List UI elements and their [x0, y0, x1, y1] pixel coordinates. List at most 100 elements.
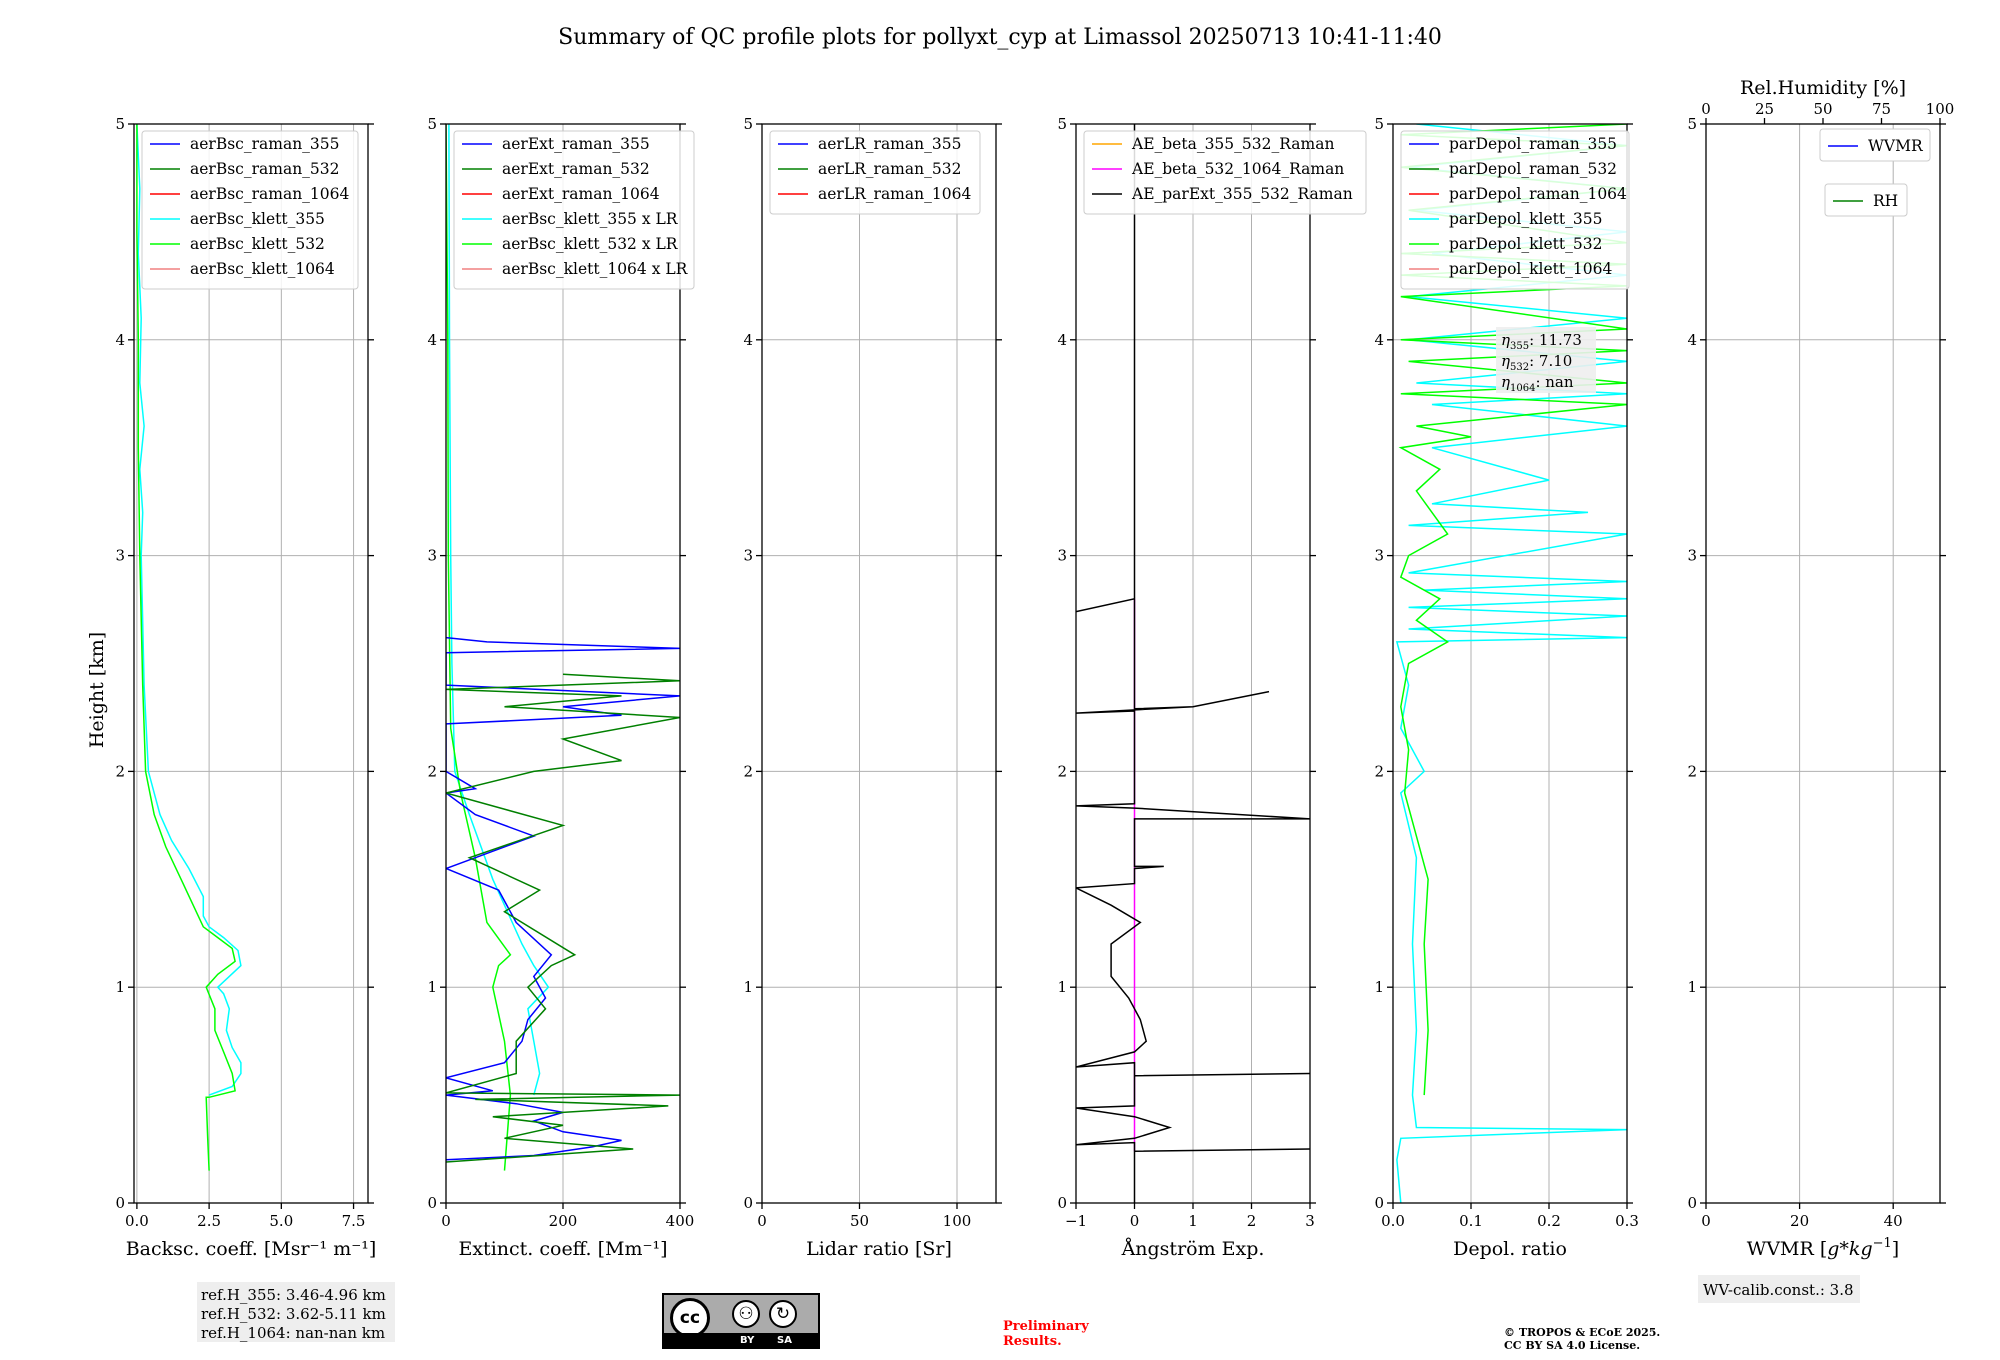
eta-symbol: η: [1501, 352, 1510, 370]
y-tick-label: 5: [1057, 115, 1067, 133]
x-tick-label: 0.2: [1537, 1212, 1561, 1230]
copyright-line-1: © TROPOS & ECoE 2025.: [1504, 1326, 1660, 1339]
legend-label: parDepol_klett_1064: [1449, 260, 1612, 278]
legend-label: aerBsc_klett_1064 x LR: [502, 260, 689, 278]
x-tick-label: 0.1: [1459, 1212, 1483, 1230]
series-aerext-raman-355: [446, 636, 680, 1161]
preliminary-line-1: Preliminary: [1003, 1319, 1089, 1334]
y-tick-label: 2: [427, 762, 437, 780]
y-tick-label: 2: [115, 762, 125, 780]
eta-line: η1064: nan: [1501, 373, 1574, 394]
eta-value: : 7.10: [1529, 352, 1572, 370]
y-tick-label: 2: [1374, 762, 1384, 780]
series-group: [446, 124, 680, 1171]
series-aerext-raman-532: [446, 673, 680, 1163]
legend-label: parDepol_raman_355: [1449, 135, 1617, 153]
x-tick-label: 5.0: [269, 1212, 293, 1230]
y-tick-label: 0: [1057, 1194, 1067, 1212]
x-tick-label: 0: [757, 1212, 767, 1230]
preliminary-line-2: Results.: [1003, 1334, 1062, 1349]
x-axis-label: WVMR [g*kg−1]: [1747, 1236, 1899, 1260]
y-tick-label: 2: [1057, 762, 1067, 780]
y-tick-label: 5: [1374, 115, 1384, 133]
y-tick-label: 1: [115, 978, 125, 996]
x-axis-label: Backsc. coeff. [Msr⁻¹ m⁻¹]: [126, 1238, 377, 1260]
y-tick-label: 5: [427, 115, 437, 133]
y-tick-label: 5: [115, 115, 125, 133]
y-tick-label: 0: [1374, 1194, 1384, 1212]
y-tick-label: 1: [1057, 978, 1067, 996]
y-tick-label: 3: [427, 547, 437, 565]
eta-subscript: 1064: [1510, 383, 1535, 394]
eta-value: : nan: [1535, 373, 1573, 391]
top-x-tick-label: 0: [1701, 100, 1711, 118]
chart-panel-1: 0 1 2 3 4 5 0.0 2.5 5.0 7.5 Backsc. coeff. [Msr⁻¹ …: [115, 115, 376, 1260]
y-tick-label: 4: [1687, 331, 1697, 349]
y-tick-label: 3: [1687, 547, 1697, 565]
series-aerbsc-klett-355: [136, 124, 242, 1096]
legend-label: WVMR: [1868, 137, 1924, 155]
legend-label: aerBsc_klett_532 x LR: [502, 235, 679, 253]
series-group: [136, 124, 242, 1171]
x-axis-label: Lidar ratio [Sr]: [806, 1238, 952, 1260]
eta-annotation-bg: [1496, 327, 1596, 393]
ref-h-1064: ref.H_1064: nan-nan km: [201, 1324, 385, 1342]
x-tick-label: 40: [1884, 1212, 1903, 1230]
eta-symbol: η: [1501, 331, 1510, 349]
legend-frame: [1083, 130, 1367, 215]
legend-label: aerExt_raman_355: [502, 135, 650, 153]
ref-h-532: ref.H_532: 3.62-5.11 km: [201, 1305, 386, 1323]
x-axis-label-math: g*kg: [1827, 1238, 1872, 1260]
legend: aerLR_raman_355 aerLR_raman_532 aerLR_rama…: [769, 130, 981, 215]
x-tick-label: 20: [1790, 1212, 1809, 1230]
cc-badge-strip: BY SA: [664, 1333, 818, 1347]
legend-label: aerBsc_raman_532: [190, 160, 340, 178]
sa-share-alike-icon: ↻: [769, 1300, 797, 1328]
x-tick-label: 0: [1130, 1212, 1140, 1230]
y-tick-label: 0: [427, 1194, 437, 1212]
series-aerbsc-klett-532: [136, 124, 236, 1171]
y-tick-label: 5: [1687, 115, 1697, 133]
x-axis-label-sup: −1: [1873, 1236, 1892, 1251]
y-tick-label: 1: [427, 978, 437, 996]
legend-label: parDepol_raman_532: [1449, 160, 1617, 178]
legend-frame: [769, 130, 981, 215]
axes-frame: [1392, 123, 1628, 1204]
y-tick-label: 4: [1057, 331, 1067, 349]
eta-subscript: 532: [1510, 362, 1529, 373]
x-tick-label: 0.0: [1381, 1212, 1405, 1230]
x-tick-label: 200: [549, 1212, 578, 1230]
x-tick-label: 1: [1188, 1212, 1198, 1230]
cc-sa-label: SA: [777, 1335, 792, 1346]
ref-h-355: ref.H_355: 3.46-4.96 km: [201, 1286, 386, 1304]
y-tick-label: 4: [427, 331, 437, 349]
top-x-tick-label: 75: [1872, 100, 1891, 118]
x-tick-label: 0: [441, 1212, 451, 1230]
legend-frame: [1400, 130, 1630, 290]
legend-frame: [1819, 128, 1931, 162]
legend: aerBsc_raman_355 aerBsc_raman_532 aerBsc_r…: [141, 130, 359, 290]
x-tick-label: 2.5: [197, 1212, 221, 1230]
y-tick-label: 1: [1374, 978, 1384, 996]
legend-frame: [1824, 183, 1908, 217]
legend-label: parDepol_klett_532: [1449, 235, 1602, 253]
legend-label: parDepol_klett_355: [1449, 210, 1602, 228]
cc-license-badge: cc ⚇ ↻ BY SA: [662, 1293, 820, 1349]
y-tick-label: 4: [743, 331, 753, 349]
x-axis-label: Depol. ratio: [1453, 1238, 1567, 1260]
legend-label: aerBsc_klett_1064: [190, 260, 335, 278]
chart-panel-5: 0 1 2 3 4 5 0.0 0.1 0.2 0.3 Depol. ratio parDepol_r…: [1374, 115, 1638, 1260]
legend-label: aerLR_raman_532: [818, 160, 961, 178]
wv-calib-box-bg: [1698, 1275, 1860, 1303]
legend-label: aerExt_raman_532: [502, 160, 650, 178]
axes-frame: [761, 123, 997, 1204]
x-tick-label: 7.5: [342, 1212, 366, 1230]
legend-label: aerBsc_klett_355 x LR: [502, 210, 679, 228]
y-tick-label: 3: [1374, 547, 1384, 565]
x-tick-label: 2: [1247, 1212, 1257, 1230]
y-axis-label: Height [km]: [86, 632, 108, 748]
